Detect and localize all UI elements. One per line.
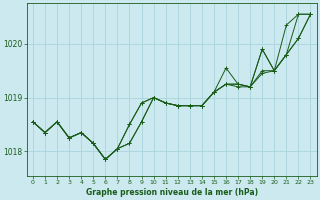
X-axis label: Graphe pression niveau de la mer (hPa): Graphe pression niveau de la mer (hPa) (86, 188, 258, 197)
